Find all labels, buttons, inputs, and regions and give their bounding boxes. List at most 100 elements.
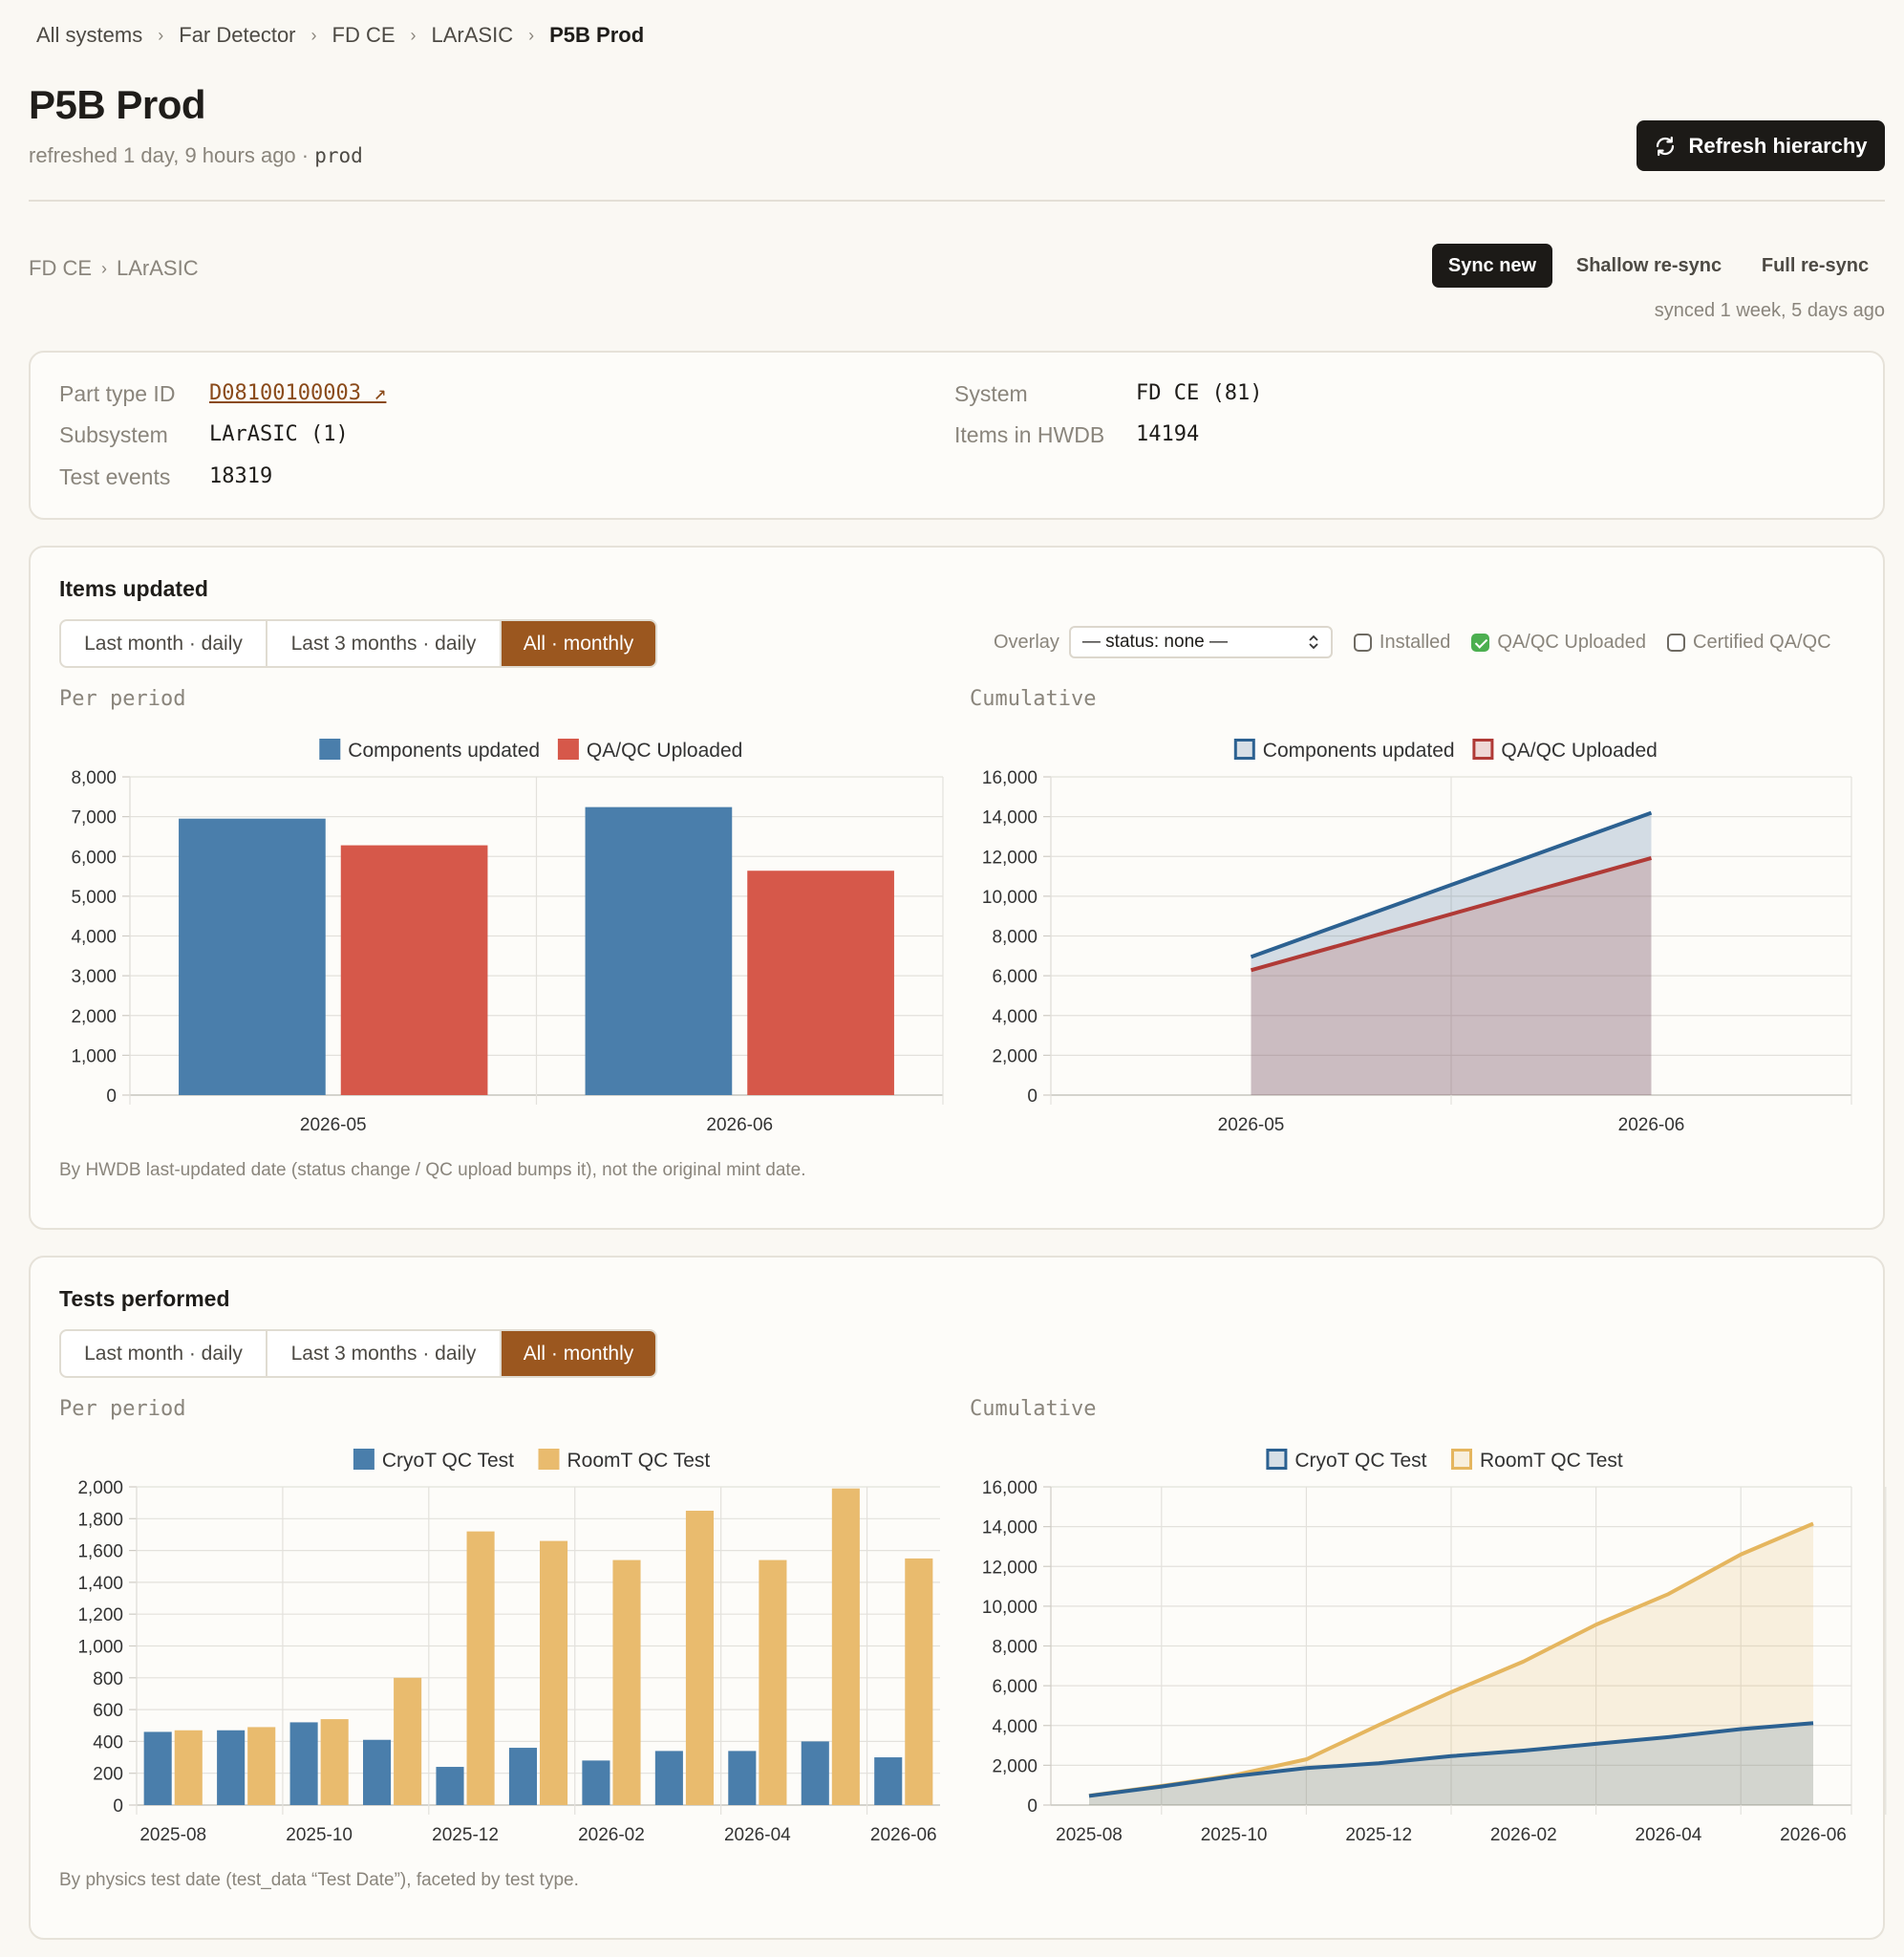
tests-performed-card: Tests performed Last month · daily Last … — [29, 1256, 1885, 1940]
part-info-card: Part type ID D08100100003 ↗ Subsystem LA… — [29, 351, 1885, 520]
bar — [289, 1722, 318, 1805]
y-tick-label: 10,000 — [982, 1598, 1038, 1618]
legend-swatch — [1266, 1449, 1288, 1470]
legend-label: CryoT QC Test — [382, 1450, 514, 1472]
bar — [728, 1751, 757, 1805]
refresh-status: refreshed 1 day, 9 hours ago · prod — [29, 143, 363, 168]
bar — [247, 1727, 276, 1805]
y-tick-label: 2,000 — [992, 1756, 1038, 1776]
sub-breadcrumb-larasic[interactable]: LArASIC — [117, 256, 199, 280]
full-resync-button[interactable]: Full re-sync — [1761, 254, 1870, 276]
y-tick-label: 14,000 — [982, 808, 1038, 828]
x-tick-label: 2026-06 — [706, 1115, 773, 1135]
y-tick-label: 1,000 — [71, 1046, 117, 1066]
breadcrumb-far-detector[interactable]: Far Detector — [179, 23, 296, 47]
legend-label: RoomT QC Test — [567, 1450, 711, 1472]
items-in-hwdb-value: 14194 — [1136, 422, 1200, 446]
x-tick-label: 2026-04 — [724, 1825, 791, 1845]
items-range-tabs: Last month · daily Last 3 months · daily… — [59, 619, 657, 668]
refresh-hierarchy-button[interactable]: Refresh hierarchy — [1637, 120, 1885, 171]
overlay-select-value: — status: none — — [1081, 632, 1228, 652]
y-tick-label: 1,000 — [77, 1638, 123, 1658]
synced-time: synced 1 week, 5 days ago — [1654, 300, 1885, 321]
bar — [759, 1559, 787, 1805]
bar — [508, 1748, 537, 1805]
shallow-resync-button[interactable]: Shallow re-sync — [1575, 254, 1722, 276]
legend-swatch — [557, 739, 579, 760]
bar — [143, 1731, 172, 1805]
tab-all-monthly[interactable]: All · monthly — [502, 621, 655, 666]
subsystem-value: LArASIC (1) — [209, 422, 349, 446]
breadcrumb-larasic[interactable]: LArASIC — [431, 23, 514, 47]
x-tick-label: 2026-05 — [1218, 1115, 1285, 1135]
installed-checkbox[interactable]: Installed — [1353, 632, 1450, 654]
bar — [179, 818, 326, 1095]
bar — [905, 1558, 933, 1805]
checkbox-icon — [1667, 633, 1686, 652]
bar — [585, 806, 733, 1095]
legend-label: QA/QC Uploaded — [587, 740, 742, 762]
per-period-label: Per period — [59, 1397, 186, 1421]
sub-breadcrumb-fd-ce[interactable]: FD CE — [29, 256, 92, 280]
checkbox-checked-icon — [1471, 633, 1490, 652]
cumulative-label: Cumulative — [970, 687, 1097, 711]
breadcrumb-separator: › — [158, 25, 164, 45]
tab-last-month-daily[interactable]: Last month · daily — [61, 1331, 267, 1376]
overlay-status-select[interactable]: — status: none — — [1068, 626, 1333, 658]
series-line — [1250, 855, 1653, 973]
y-tick-label: 4,000 — [992, 1007, 1038, 1027]
test-events-label: Test events — [59, 464, 171, 489]
y-tick-label: 16,000 — [982, 768, 1038, 788]
system-label: System — [954, 381, 1028, 406]
x-tick-label: 2025-10 — [286, 1825, 353, 1845]
sync-new-button[interactable]: Sync new — [1432, 244, 1552, 288]
legend-swatch — [1472, 739, 1494, 760]
y-tick-label: 0 — [1027, 1086, 1038, 1107]
certified-qaqc-checkbox[interactable]: Certified QA/QC — [1667, 632, 1831, 654]
y-tick-label: 200 — [93, 1765, 123, 1785]
y-tick-label: 2,000 — [77, 1478, 123, 1498]
refresh-icon — [1657, 136, 1675, 156]
sub-breadcrumb: FD CE › LArASIC — [29, 256, 199, 281]
x-tick-label: 2025-08 — [139, 1825, 206, 1845]
tab-all-monthly[interactable]: All · monthly — [502, 1331, 655, 1376]
y-tick-label: 16,000 — [982, 1478, 1038, 1498]
bar — [747, 871, 894, 1095]
x-tick-label: 2025-12 — [1345, 1825, 1412, 1845]
breadcrumb-separator: › — [410, 25, 417, 45]
bar — [540, 1540, 568, 1805]
series-area — [1251, 812, 1652, 1095]
series-line — [1088, 1721, 1814, 1798]
y-tick-label: 2,000 — [992, 1046, 1038, 1066]
bar — [174, 1730, 203, 1805]
refresh-hierarchy-label: Refresh hierarchy — [1688, 133, 1868, 158]
breadcrumb-fd-ce[interactable]: FD CE — [332, 23, 396, 47]
y-tick-label: 4,000 — [71, 928, 117, 948]
legend-swatch — [319, 739, 341, 760]
env-badge: prod — [314, 144, 363, 167]
bar — [874, 1757, 903, 1805]
y-tick-label: 8,000 — [992, 928, 1038, 948]
y-tick-label: 6,000 — [71, 848, 117, 868]
items-updated-card: Items updated Last month · daily Last 3 … — [29, 546, 1885, 1230]
y-tick-label: 12,000 — [982, 1558, 1038, 1578]
tab-last-3-months-daily[interactable]: Last 3 months · daily — [267, 621, 502, 666]
x-tick-label: 2025-08 — [1056, 1825, 1123, 1845]
tab-last-month-daily[interactable]: Last month · daily — [61, 621, 267, 666]
part-type-link[interactable]: D08100100003 ↗ — [209, 381, 387, 405]
bar — [363, 1739, 392, 1805]
x-tick-label: 2025-12 — [432, 1825, 499, 1845]
tests-performed-note: By physics test date (test_data “Test Da… — [59, 1870, 579, 1890]
tests-cumulative-chart: CryoT QC Test RoomT QC Test 0 2,000 4,000 6,0… — [982, 1449, 1887, 1845]
bar — [612, 1559, 641, 1805]
breadcrumb-all-systems[interactable]: All systems — [36, 23, 143, 47]
tab-last-3-months-daily[interactable]: Last 3 months · daily — [267, 1331, 502, 1376]
bar — [582, 1760, 610, 1805]
y-tick-label: 1,200 — [77, 1605, 123, 1625]
bar — [831, 1488, 860, 1805]
x-tick-label: 2026-06 — [1618, 1115, 1685, 1135]
y-tick-label: 8,000 — [992, 1638, 1038, 1658]
qaqc-uploaded-checkbox[interactable]: QA/QC Uploaded — [1471, 632, 1646, 654]
part-type-label: Part type ID — [59, 381, 176, 406]
legend-label: Components updated — [1263, 740, 1455, 762]
